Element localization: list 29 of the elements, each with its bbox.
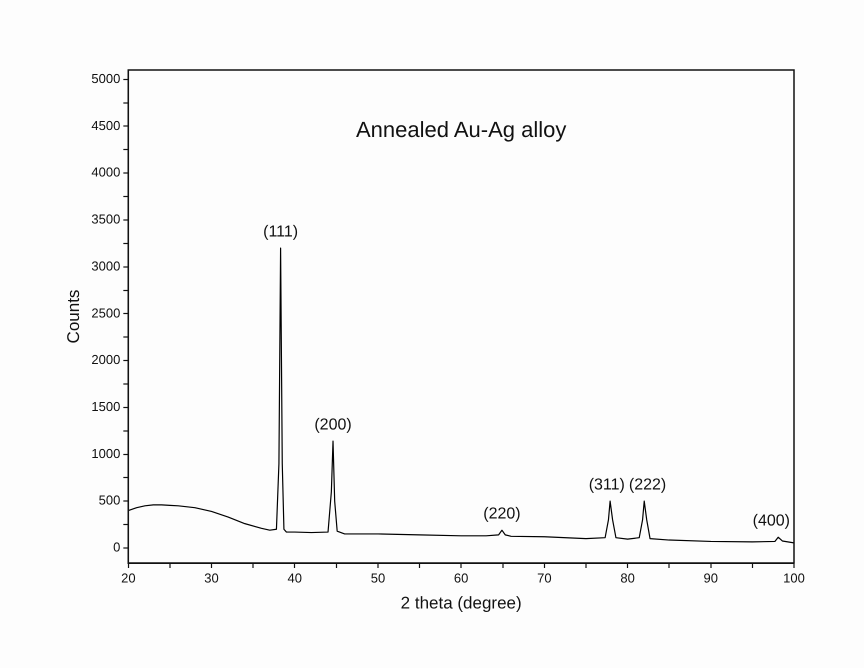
x-tick-label: 30 [204, 570, 219, 586]
x-tick-label: 60 [454, 570, 468, 586]
y-tick-label: 2000 [91, 352, 120, 368]
x-tick-label: 100 [783, 570, 805, 586]
text: Annealed Au-Ag alloy [356, 117, 566, 142]
x-axis-title: 2 theta (degree) [400, 593, 522, 612]
y-tick-label: 4000 [91, 164, 120, 180]
x-tick-label: 80 [620, 570, 635, 586]
x-tick-label: 50 [370, 570, 386, 586]
y-tick-label: 4500 [91, 118, 120, 133]
y-tick-label: 3000 [91, 258, 120, 274]
annotation: (400) [752, 512, 790, 530]
y-axis-title: Counts [64, 290, 83, 344]
x-tick-label: 70 [537, 570, 552, 586]
x-tick-label: 40 [288, 570, 302, 586]
y-tick-label: 2500 [91, 305, 120, 320]
y-tick-label: 500 [98, 492, 120, 508]
annotation: (220) [483, 506, 521, 523]
annotation: (111) [263, 223, 298, 240]
x-tick-label: 20 [121, 570, 136, 586]
annotation: (222) [628, 476, 666, 494]
y-tick-label: 0 [113, 540, 120, 555]
y-tick-label: 3500 [91, 212, 120, 227]
y-tick-label: 1000 [91, 446, 120, 461]
annotation: (311) [588, 476, 625, 494]
y-tick-label: 1500 [91, 398, 120, 414]
y-tick-label: 5000 [91, 70, 120, 86]
x-tick-label: 90 [704, 570, 718, 586]
annotation: (200) [314, 416, 352, 434]
